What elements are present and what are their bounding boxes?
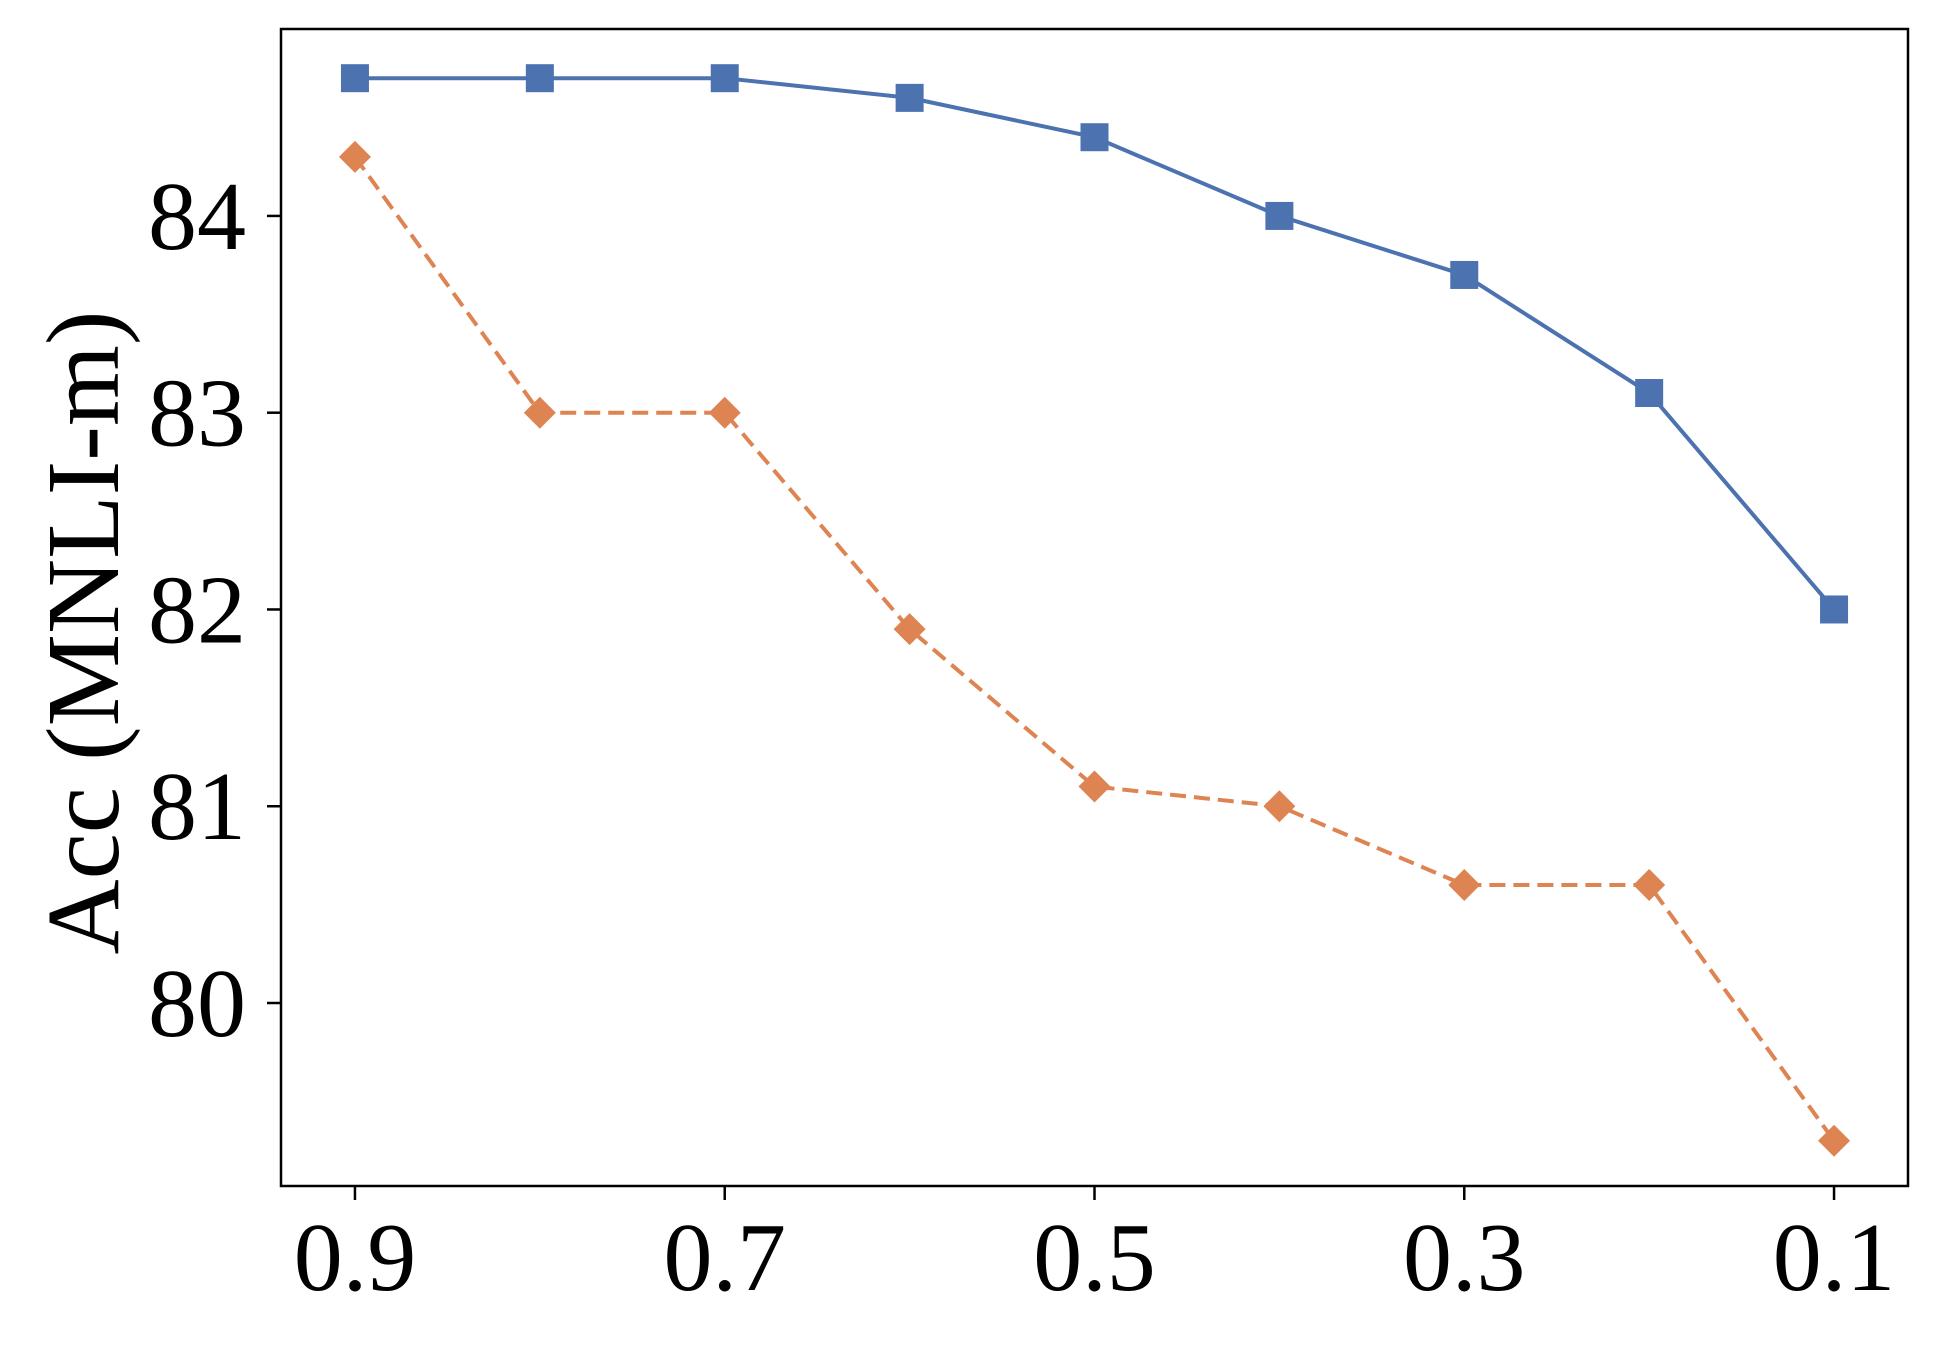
x-tick-label-3: 0.3: [1403, 1204, 1526, 1312]
x-tick-label-0: 0.9: [294, 1204, 417, 1312]
y-tick-label-3: 83: [148, 360, 246, 468]
y-tick-label-0: 80: [148, 950, 246, 1058]
axes-layer: 0.9 0.7 0.5 0.3 0.1 80 81 82 83 84: [148, 27, 1910, 1312]
series-1-point-6: [1448, 868, 1481, 901]
series-1-point-2: [708, 396, 741, 429]
series-0-point-7: [1635, 379, 1664, 408]
series-0-point-6: [1450, 260, 1479, 289]
series-layer: [338, 64, 1851, 1157]
series-1-point-8: [1818, 1124, 1851, 1157]
x-tick-label-2: 0.5: [1033, 1204, 1156, 1312]
y-tick-label-2: 82: [148, 556, 246, 664]
x-tick-label-1: 0.7: [663, 1204, 786, 1312]
y-tick-label-1: 81: [148, 753, 246, 861]
series-1-point-1: [523, 396, 556, 429]
plot-frame: [279, 27, 1910, 1188]
series-1-point-5: [1263, 790, 1296, 823]
series-1-point-0: [338, 140, 371, 173]
series-0-point-2: [710, 64, 739, 93]
x-tick-label-4: 0.1: [1773, 1204, 1896, 1312]
series-1-point-4: [1078, 770, 1111, 803]
series-0-point-1: [525, 64, 554, 93]
series-0-line: [354, 76, 1836, 611]
series-1-point-3: [893, 613, 926, 646]
series-0-point-0: [340, 64, 369, 93]
series-0-point-4: [1080, 123, 1109, 152]
y-axis-label: Acc (MNLI-m): [26, 311, 141, 955]
y-tick-label-4: 84: [148, 163, 246, 271]
series-1-point-7: [1633, 868, 1666, 901]
series-0-point-3: [895, 83, 924, 112]
series-0-point-5: [1265, 201, 1294, 230]
series-1-line: [353, 155, 1836, 1142]
series-0-point-8: [1820, 595, 1849, 624]
